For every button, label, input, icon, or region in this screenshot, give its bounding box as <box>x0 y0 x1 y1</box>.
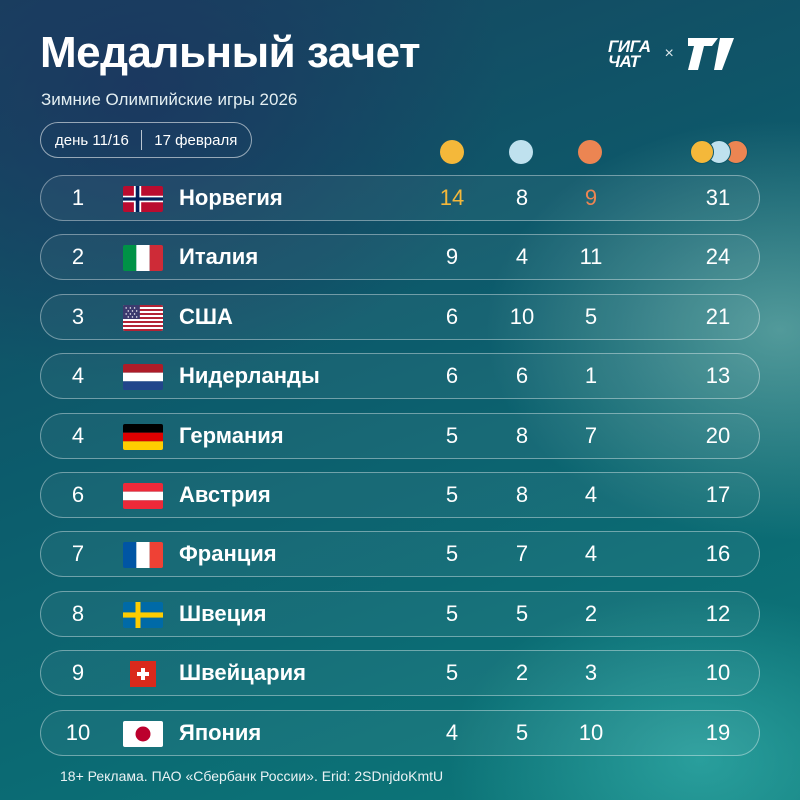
rank-cell: 4 <box>71 422 85 448</box>
table-row: 2 Италия 9 4 11 24 <box>40 234 760 281</box>
ad-disclaimer: 18+ Реклама. ПАО «Сбербанк России». Erid… <box>60 768 444 784</box>
usa-flag-icon <box>123 304 163 331</box>
brand-lockup: ГИГА ЧАТ × <box>608 38 734 70</box>
country-name: Норвегия <box>179 185 283 210</box>
netherlands-flag-icon <box>123 364 163 391</box>
silver-count: 2 <box>515 660 529 686</box>
date-label: 17 февраля <box>154 131 238 149</box>
brand-cross: × <box>664 45 674 62</box>
country-name: Япония <box>179 719 262 745</box>
japan-flag-icon <box>123 720 163 747</box>
silver-count: 8 <box>515 185 529 210</box>
page-subtitle: Зимние Олимпийские игры 2026 <box>41 90 298 109</box>
gold-count: 5 <box>445 660 459 686</box>
table-row: 6 Австрия 5 8 4 17 <box>40 472 760 518</box>
rank-cell: 3 <box>71 303 85 329</box>
bronze-count: 7 <box>584 422 598 448</box>
rank-cell: 2 <box>71 244 85 270</box>
bronze-count: 1 <box>584 363 598 389</box>
total-count: 24 <box>705 244 731 270</box>
total-count: 13 <box>705 363 731 389</box>
page-title: Медальный зачет <box>40 28 421 77</box>
gold-count: 9 <box>445 244 459 270</box>
gigachat-logo-line2: ЧАТ <box>608 52 640 71</box>
bronze-count: 5 <box>584 303 598 329</box>
gigachat-logo: ГИГА ЧАТ <box>608 37 651 71</box>
gold-count: 5 <box>445 600 459 626</box>
gold-count: 5 <box>445 482 459 507</box>
table-row: 1 Норвегия 14 8 9 31 <box>40 175 760 221</box>
silver-count: 4 <box>515 244 529 270</box>
silver-count: 6 <box>515 363 529 389</box>
table-row: 4 Нидерланды 6 6 1 13 <box>40 353 760 400</box>
bronze-count: 3 <box>584 660 598 686</box>
gold-count: 5 <box>445 422 459 448</box>
country-name: Нидерланды <box>179 363 320 389</box>
country-name: Швеция <box>179 600 267 626</box>
table-row: 8 Швеция 5 5 2 12 <box>40 590 760 637</box>
france-flag-icon <box>123 542 163 569</box>
silver-count: 7 <box>515 541 529 567</box>
day-counter: день 11/16 <box>55 131 129 149</box>
total-count: 16 <box>705 541 731 567</box>
country-name: Швейцария <box>179 660 306 686</box>
sport-logo-icon <box>687 38 734 70</box>
table-row: 7 Франция 5 7 4 16 <box>40 531 760 578</box>
rank-cell: 9 <box>71 660 85 686</box>
table-row: 4 Германия 5 8 7 20 <box>40 412 760 459</box>
rank-cell: 6 <box>71 482 85 507</box>
norway-flag-icon <box>123 186 163 212</box>
day-date-pill: день 11/16 17 февраля <box>40 122 253 158</box>
gold-count: 6 <box>445 363 459 389</box>
table-row: 3 США 6 10 5 21 <box>40 293 760 340</box>
total-count: 17 <box>705 482 731 507</box>
table-row: 10 Япония 4 5 10 19 <box>40 709 760 756</box>
silver-count: 8 <box>515 482 529 507</box>
bronze-count: 9 <box>584 185 598 210</box>
bronze-count: 4 <box>584 541 598 567</box>
switzerland-flag-icon <box>123 661 163 688</box>
gold-count: 14 <box>439 185 465 210</box>
bronze-count: 2 <box>584 600 598 626</box>
gold-count: 5 <box>445 541 459 567</box>
total-count: 21 <box>705 303 731 329</box>
table-row: 9 Швейцария 5 2 3 10 <box>40 650 760 697</box>
silver-medal-icon <box>509 140 533 164</box>
country-name: Италия <box>179 244 259 270</box>
country-name: Франция <box>179 541 277 567</box>
total-count: 12 <box>705 600 731 626</box>
bronze-count: 11 <box>579 244 603 270</box>
rank-cell: 4 <box>71 363 85 389</box>
italy-flag-icon <box>123 245 163 272</box>
gold-medal-icon <box>440 140 464 164</box>
sweden-flag-icon <box>123 601 163 628</box>
total-count: 10 <box>705 660 731 686</box>
rank-cell: 8 <box>71 600 85 626</box>
bronze-count: 10 <box>578 719 604 745</box>
bronze-medal-icon <box>578 140 602 164</box>
country-name: Германия <box>179 422 284 448</box>
silver-count: 5 <box>515 719 529 745</box>
rank-cell: 10 <box>65 719 91 745</box>
total-count: 20 <box>705 422 731 448</box>
bronze-count: 4 <box>584 482 598 507</box>
rank-cell: 7 <box>71 541 85 567</box>
austria-flag-icon <box>123 483 163 509</box>
gold-count: 4 <box>445 719 459 745</box>
country-name: Австрия <box>179 482 271 507</box>
total-count: 19 <box>705 719 731 745</box>
country-name: США <box>179 303 233 329</box>
total-count: 31 <box>705 185 731 210</box>
silver-count: 5 <box>515 600 529 626</box>
pill-divider <box>140 130 143 150</box>
silver-count: 10 <box>509 303 535 329</box>
total-medals-icon <box>690 140 748 164</box>
germany-flag-icon <box>123 423 163 450</box>
silver-count: 8 <box>515 422 529 448</box>
rank-cell: 1 <box>71 185 85 210</box>
gigachat-logo-line1: ГИГА <box>608 37 651 56</box>
gold-count: 6 <box>445 303 459 329</box>
